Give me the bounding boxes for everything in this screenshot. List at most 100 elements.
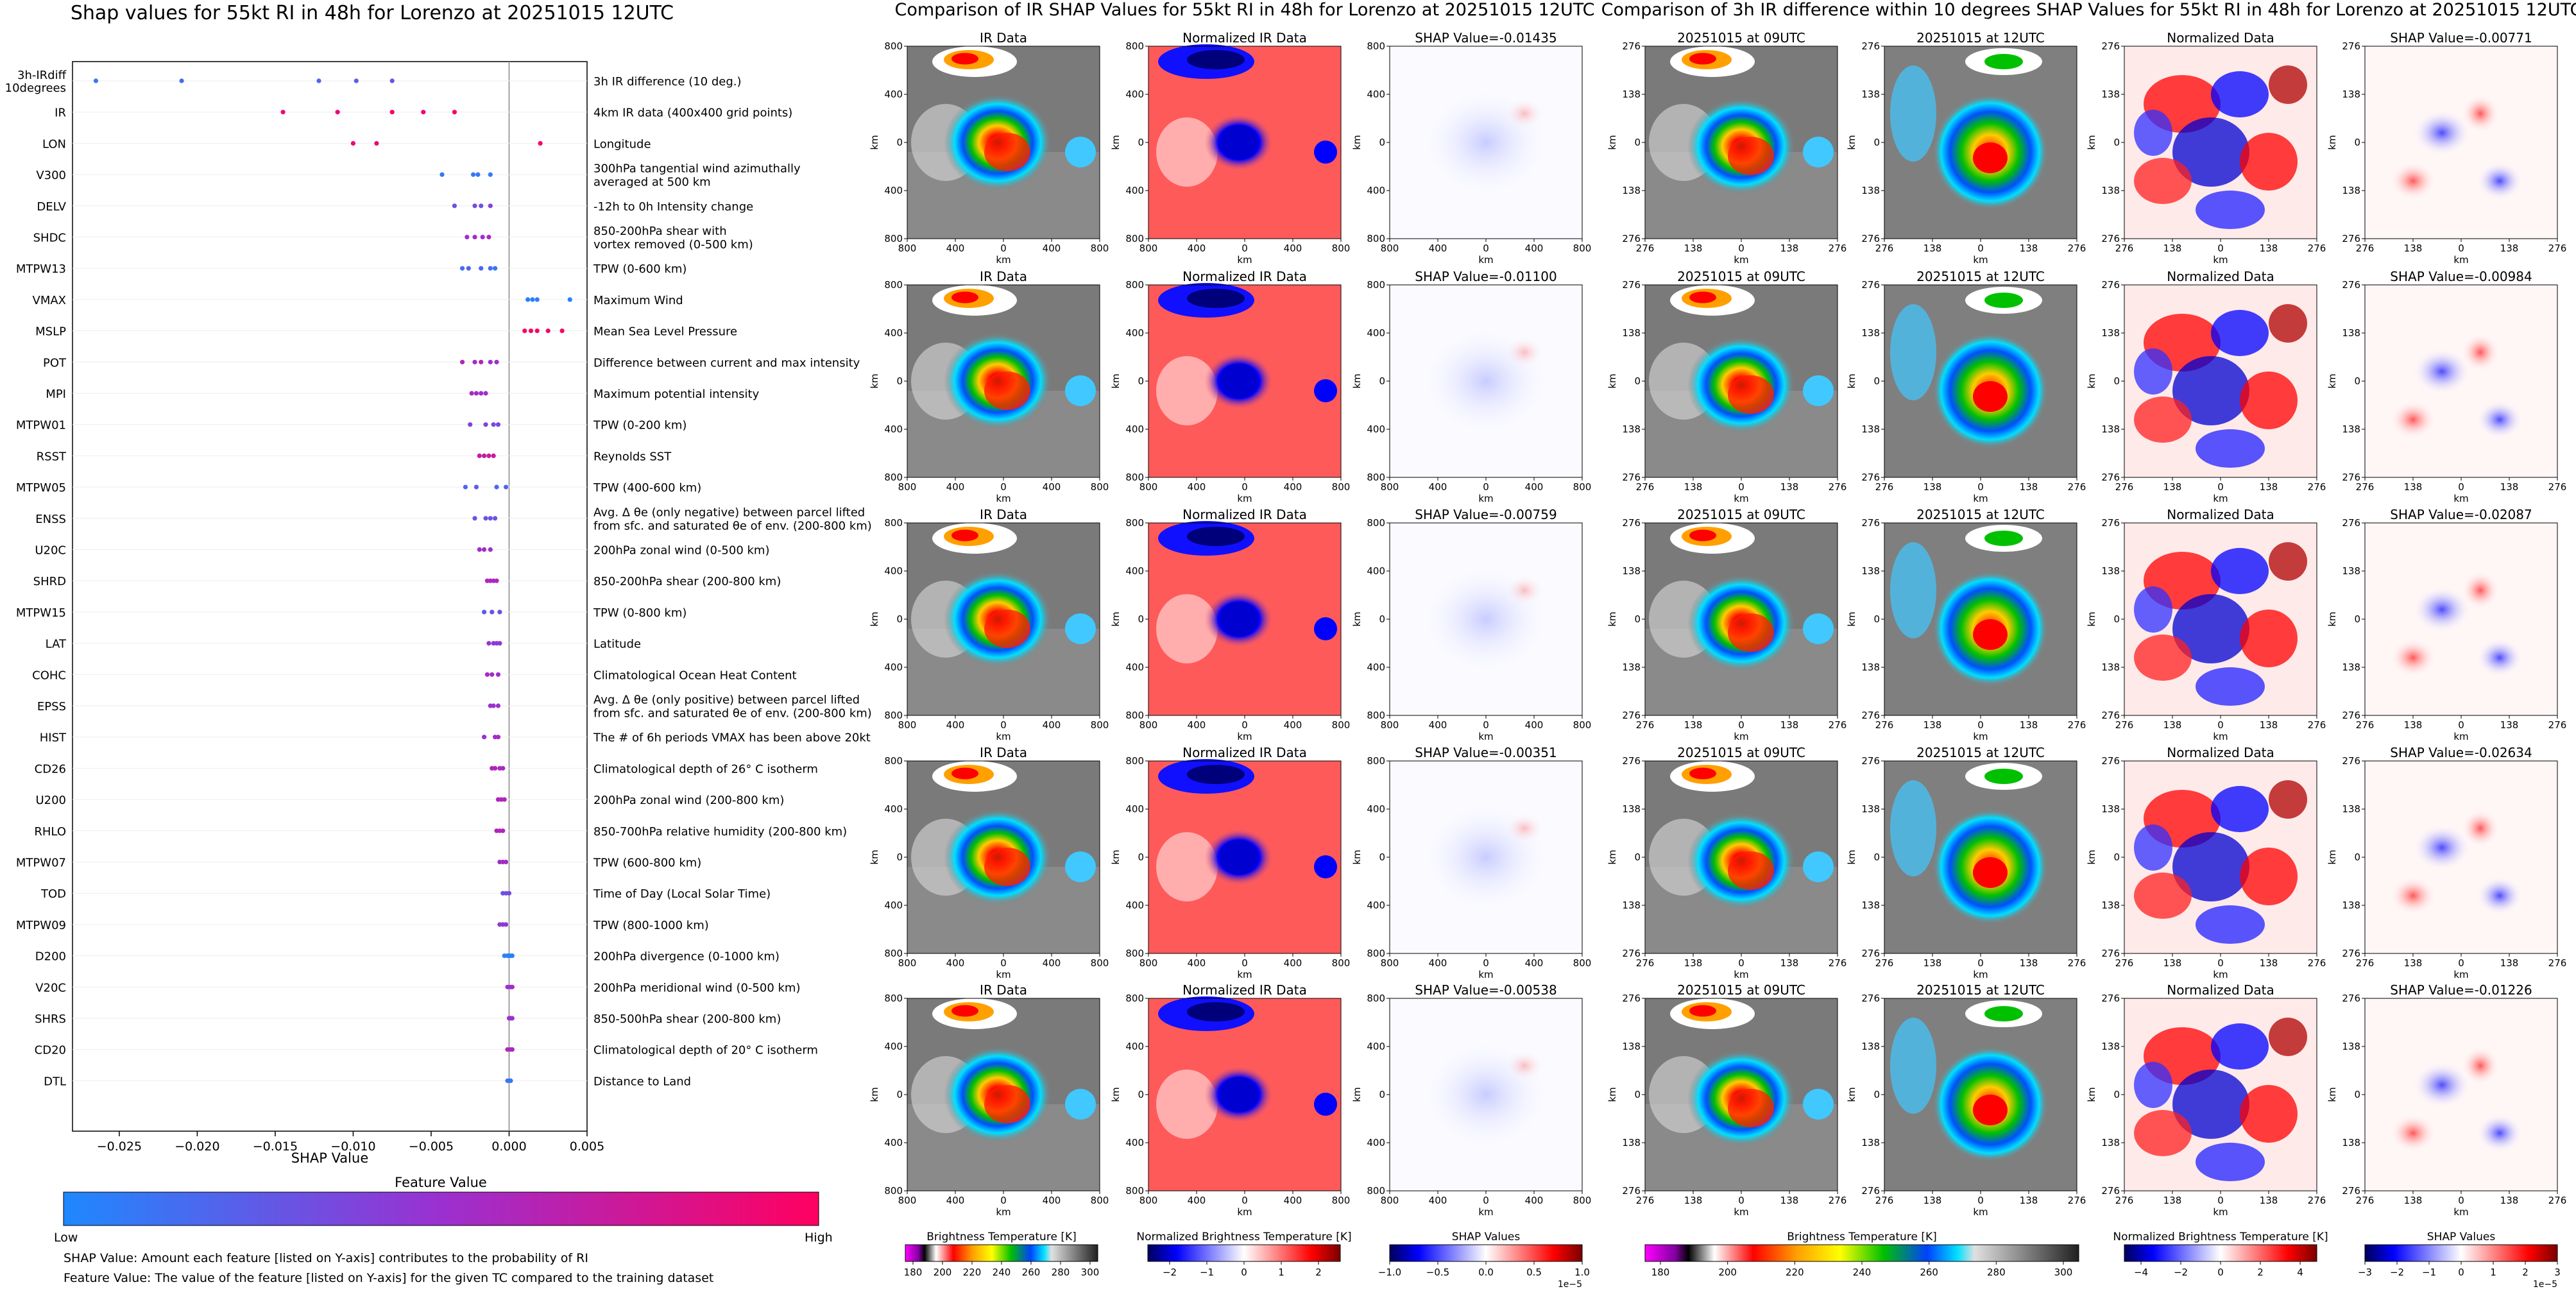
colorbar <box>905 1244 1098 1262</box>
y-tick-label: 800 <box>884 710 903 721</box>
y-tick-label: 138 <box>2342 662 2360 673</box>
colorbar-tick-label: 240 <box>993 1267 1011 1278</box>
x-tick-label: 400 <box>1525 481 1544 493</box>
y-tick-label: 138 <box>2342 803 2360 815</box>
shap-point <box>482 610 487 615</box>
feature-description: 850-500hPa shear (200-800 km) <box>593 1012 781 1026</box>
shap-point <box>490 610 495 615</box>
cloud-band-core <box>951 1005 978 1017</box>
y-tick-label: 400 <box>884 662 903 673</box>
feature-row: U20C 200hPa zonal wind (0-500 km) <box>35 544 769 558</box>
x-tick-label: −0.025 <box>97 1140 142 1154</box>
feature-name: ENSS <box>35 513 66 526</box>
y-tick-label: 0 <box>1634 375 1641 387</box>
colorbar-tick-label: 0 <box>2458 1267 2464 1278</box>
feature-description: TPW (600-800 km) <box>593 857 701 870</box>
x-tick-label: 800 <box>1091 957 1109 969</box>
tc-warm-core <box>1973 381 2008 412</box>
feature-row: RHLO 850-700hPa relative humidity (200-80… <box>34 825 847 839</box>
x-tick-label: −0.020 <box>175 1140 219 1154</box>
y-tick-label: 400 <box>884 423 903 435</box>
x-axis-label: km <box>1973 254 1988 266</box>
x-tick-label: 0 <box>1738 243 1744 254</box>
y-tick-label: 276 <box>1861 993 1880 1004</box>
x-tick-label: 800 <box>1381 481 1399 493</box>
x-tick-label: 138 <box>2404 481 2423 493</box>
feature-name: RHLO <box>34 825 66 839</box>
x-axis-label: km <box>2453 731 2468 742</box>
shap-point <box>538 141 543 146</box>
x-tick-label: 0 <box>2458 957 2464 969</box>
shap-diff-blob <box>2390 1114 2436 1152</box>
x-tick-label: 400 <box>1429 1195 1447 1206</box>
x-tick-label: 0 <box>1738 957 1744 969</box>
feature-description: TPW (400-600 km) <box>593 481 701 495</box>
feature-description: 200hPa zonal wind (200-800 km) <box>593 794 784 807</box>
x-tick-label: 800 <box>1139 243 1158 254</box>
norm-diff-blob <box>2172 356 2249 425</box>
x-tick-label: 0 <box>1241 1195 1248 1206</box>
y-tick-label: 0 <box>1634 1089 1641 1100</box>
colorbar-tick-label: 1 <box>2490 1267 2496 1278</box>
cloud-band-warm <box>1984 1006 2023 1021</box>
image-title: 20251015 at 12UTC <box>1916 269 2045 284</box>
image-cell: 20251015 at 09UTC 276 138 0 138 276 km 276 138 0 1… <box>1607 269 1847 504</box>
cloud-edge <box>1803 375 1834 406</box>
shap-red <box>1505 813 1544 844</box>
y-tick-label: 0 <box>896 137 903 148</box>
x-axis-label: km <box>996 731 1011 742</box>
x-axis-label: km <box>1734 493 1748 504</box>
image-title: Normalized IR Data <box>1182 30 1307 46</box>
cloud-band-core <box>1689 767 1716 780</box>
x-tick-label: 800 <box>1332 957 1351 969</box>
norm-diff-blob <box>2134 158 2192 204</box>
image-title: Normalized IR Data <box>1182 745 1307 760</box>
y-tick-label: 800 <box>884 472 903 483</box>
image-cell: IR Data 800 400 0 400 800 km 800 400 0 400 800 km <box>869 982 1109 1218</box>
feature-description: TPW (800-1000 km) <box>593 919 709 932</box>
shap-diff-blob <box>2477 1114 2523 1152</box>
feature-description: Avg. Δ θe (only negative) between parcel… <box>593 506 865 519</box>
cloud-edge <box>1803 137 1834 167</box>
cloud-edge <box>1065 137 1096 167</box>
norm-diff-blob <box>2172 117 2249 187</box>
y-tick-label: 400 <box>1125 565 1144 577</box>
shap-point <box>504 484 509 490</box>
feature-description: 200hPa divergence (0-1000 km) <box>593 950 780 964</box>
x-axis-label: km <box>1237 1206 1252 1218</box>
y-tick-label: 800 <box>884 517 903 529</box>
x-tick-label: 800 <box>1139 1195 1158 1206</box>
y-tick-label: 400 <box>1125 327 1144 339</box>
shap-diff-blob <box>2413 1062 2471 1108</box>
norm-diff-blob <box>2172 1070 2249 1139</box>
image-title: IR Data <box>980 507 1027 522</box>
shap-point <box>493 266 498 271</box>
shap-point <box>495 422 501 427</box>
shap-note-1: SHAP Value: Amount each feature [listed … <box>64 1251 588 1265</box>
x-axis-label: km <box>1478 254 1493 266</box>
x-tick-label: 138 <box>2163 957 2182 969</box>
y-axis-label: km <box>2326 611 2338 626</box>
feature-row: COHC Climatological Ocean Heat Content <box>32 669 796 682</box>
x-tick-label: 138 <box>2260 243 2278 254</box>
cloud-edge <box>1890 542 1936 638</box>
colorbar-tick-label: 3 <box>2554 1267 2561 1278</box>
norm-core-inner <box>1220 602 1258 636</box>
norm-light <box>1156 594 1218 663</box>
norm-diff-blob <box>2211 71 2269 117</box>
feature-name: DTL <box>44 1075 66 1088</box>
image-cell: 20251015 at 12UTC 276 138 0 138 276 km 276 138 0 1… <box>1846 745 2086 980</box>
y-axis-label: km <box>869 849 880 864</box>
y-tick-label: 800 <box>1125 472 1144 483</box>
x-tick-label: 400 <box>1043 243 1061 254</box>
norm-edge <box>1314 855 1337 878</box>
feature-row: IR 4km IR data (400x400 grid points) <box>55 107 792 120</box>
y-axis-label: km <box>1846 611 1857 626</box>
cloud-edge <box>1890 780 1936 876</box>
shap-summary-title: Shap values for 55kt RI in 48h for Loren… <box>71 2 674 24</box>
y-axis-label: km <box>1846 373 1857 388</box>
x-axis-label: km <box>1973 969 1988 980</box>
shap-point <box>480 234 485 240</box>
y-tick-label: 138 <box>2101 662 2120 673</box>
x-axis-label: km <box>1973 731 1988 742</box>
